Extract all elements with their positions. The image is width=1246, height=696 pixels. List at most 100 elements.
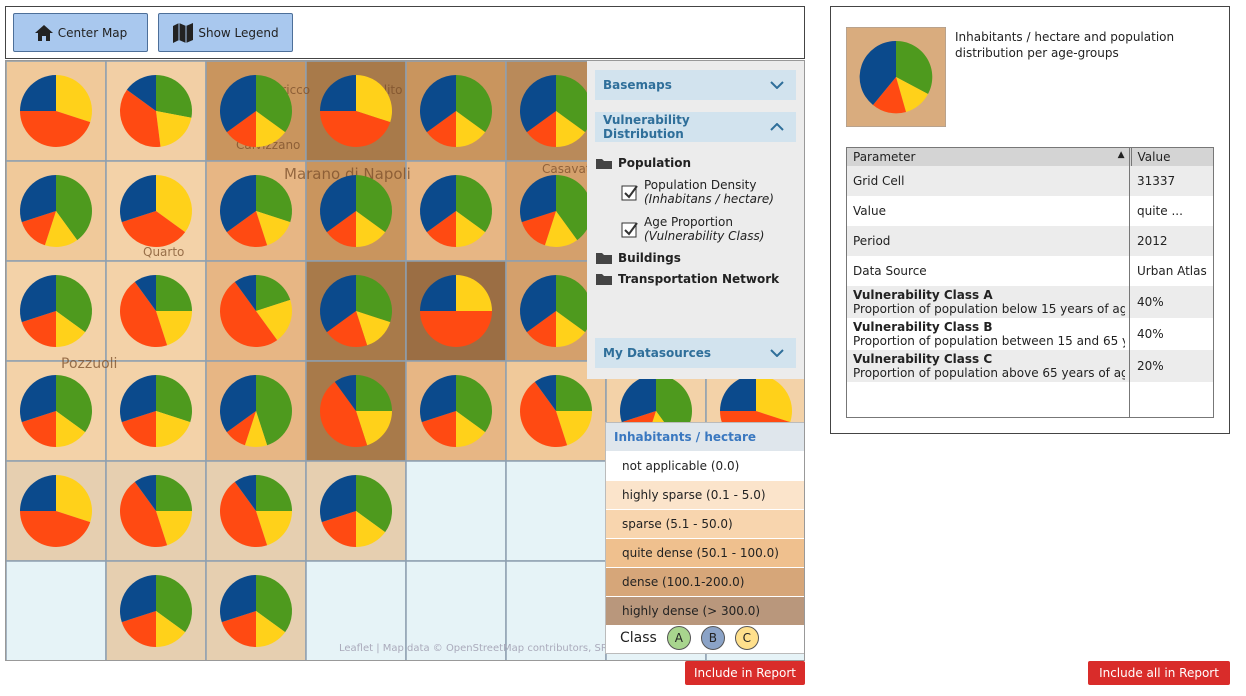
column-divider: [1129, 148, 1130, 417]
class-badge: C: [734, 626, 759, 650]
legend-label: sparse (5.1 - 50.0): [622, 517, 733, 531]
chevron: [770, 81, 784, 89]
pie-slice: [156, 311, 192, 346]
grid-cell: [505, 560, 607, 660]
pie-slice: [426, 111, 456, 147]
pie-slice: [256, 375, 292, 446]
center-map-button[interactable]: Center Map: [13, 13, 148, 52]
tree-folder[interactable]: Transportation Network: [595, 272, 779, 286]
map[interactable]: Marano di Napoli Quarto Casavatore Pozzu…: [5, 60, 805, 661]
pie-slice: [156, 611, 186, 647]
legend-item: dense (100.1-200.0): [606, 567, 804, 596]
pie-slice: [20, 75, 56, 111]
details-title: Inhabitants / hectare and population dis…: [955, 30, 1175, 60]
pie-slice: [256, 511, 292, 546]
button-label: Show Legend: [198, 25, 279, 40]
parameter-desc: Proportion of population above 65 years …: [853, 366, 1125, 380]
legend-item: highly sparse (0.1 - 5.0): [606, 480, 804, 509]
folder-icon: [596, 252, 612, 264]
table-row: Vulnerability Class B Proportion of popul…: [847, 318, 1213, 350]
pie-slice: [19, 111, 91, 148]
pie-slice: [21, 411, 56, 447]
pie-slice: [456, 175, 492, 233]
checkbox[interactable]: [621, 220, 639, 238]
pie-slice: [121, 411, 156, 447]
pie-slice: [456, 111, 486, 147]
pie-slice: [326, 211, 356, 247]
layers-panel: Basemaps Vulnerability Distribution Popu…: [587, 61, 804, 379]
tree-item[interactable]: Population Density (Inhabitans / hectare): [621, 178, 774, 206]
pie-slice: [220, 281, 278, 347]
toolbar: Center Map Show Legend: [5, 6, 805, 59]
pie-slice: [519, 381, 568, 448]
pie-slice: [256, 299, 292, 341]
legend-item: not applicable (0.0): [606, 451, 804, 480]
pie-slice: [156, 275, 192, 311]
pie-slice: [420, 275, 456, 311]
pie-slice: [456, 411, 486, 447]
pie-slice: [256, 475, 292, 511]
table-row: Vulnerability Class A Proportion of popul…: [847, 286, 1213, 318]
pie-slice: [556, 411, 592, 446]
pie-slice: [120, 89, 161, 147]
include-all-button[interactable]: Include all in Report: [1088, 661, 1230, 685]
details-panel: Inhabitants / hectare and population dis…: [830, 6, 1230, 434]
section-header[interactable]: My Datasources: [595, 338, 796, 368]
pie-slice: [526, 311, 556, 347]
pie-slice: [521, 211, 556, 246]
pie-slice: [56, 375, 93, 433]
pie-slice: [526, 111, 556, 147]
pie-slice: [256, 211, 291, 246]
pie-slice: [334, 375, 356, 411]
show-legend-button[interactable]: Show Legend: [158, 13, 293, 52]
parameter-cell: Period: [847, 226, 1131, 256]
pie-slice: [326, 311, 368, 347]
pie-slice: [56, 311, 86, 347]
legend-item: highly dense (> 300.0): [606, 596, 804, 625]
item-label: Population Density: [644, 178, 757, 192]
pie-slice: [19, 375, 56, 423]
parameter-cell: Vulnerability Class B Proportion of popul…: [847, 318, 1131, 350]
checkbox[interactable]: [621, 183, 639, 201]
column-header[interactable]: Parameter ▲: [847, 148, 1132, 166]
parameter-name: Vulnerability Class C: [853, 352, 993, 366]
section-header[interactable]: Vulnerability Distribution: [595, 112, 796, 142]
include-button[interactable]: Include in Report: [685, 661, 805, 685]
pie-slice: [456, 211, 486, 247]
parameter-cell: Value: [847, 196, 1131, 226]
column-header[interactable]: Value: [1137, 150, 1171, 164]
pie-slice: [156, 111, 192, 147]
pie-slice: [119, 375, 156, 423]
pie-slice: [256, 611, 286, 647]
pie-slice: [620, 375, 656, 423]
pie-slice: [221, 611, 256, 647]
folder-label: Buildings: [618, 251, 681, 265]
pie-slice: [256, 75, 292, 133]
pie-slice: [44, 211, 78, 247]
pie-slice: [544, 211, 578, 248]
tree-folder[interactable]: Buildings: [595, 251, 681, 265]
pie-slice: [156, 575, 193, 633]
tree-folder[interactable]: Population: [595, 156, 691, 170]
pie-slice: [556, 375, 592, 411]
section-header[interactable]: Basemaps: [595, 70, 796, 100]
table-row: Vulnerability Class C Proportion of popul…: [847, 350, 1213, 382]
grid-cell: [305, 560, 407, 660]
section-title: Vulnerability Distribution: [603, 113, 690, 141]
pie-slice: [520, 175, 556, 223]
pie-slice: [420, 75, 456, 133]
pie-slice: [20, 275, 56, 323]
legend-label: quite dense (50.1 - 100.0): [622, 546, 779, 560]
pie-slice: [120, 481, 168, 547]
pie-slice: [220, 175, 256, 233]
class-badge: B: [700, 626, 725, 650]
column-label: Parameter: [853, 150, 916, 164]
value-cell: 2012: [1137, 234, 1168, 248]
home-icon: [34, 24, 53, 41]
legend: Inhabitants / hectare not applicable (0.…: [605, 422, 804, 654]
sort-icon: ▲: [1117, 150, 1125, 160]
pie-slice: [556, 75, 593, 133]
tree-item[interactable]: Age Proportion (Vulnerability Class): [621, 215, 764, 243]
pie-slice: [356, 211, 386, 247]
